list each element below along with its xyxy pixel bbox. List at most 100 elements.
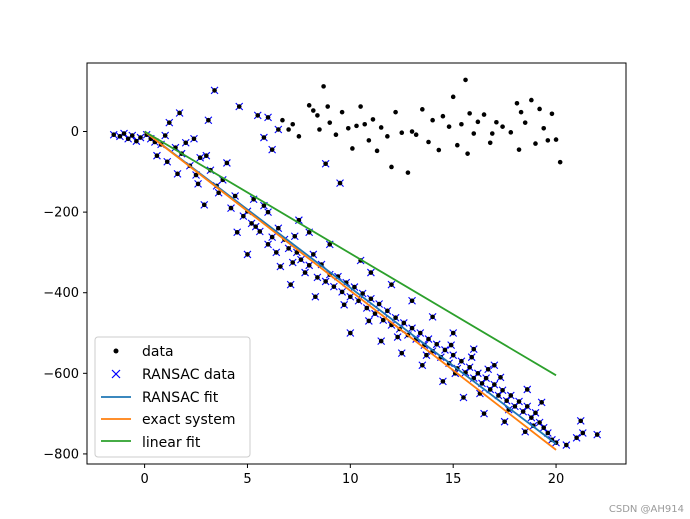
data-point bbox=[358, 104, 363, 109]
data-point bbox=[339, 109, 345, 115]
data-point bbox=[341, 302, 347, 308]
data-point bbox=[183, 140, 189, 146]
data-point bbox=[310, 108, 316, 113]
data-point bbox=[162, 133, 168, 138]
data-point bbox=[553, 137, 559, 142]
data-point bbox=[389, 164, 394, 170]
data-point bbox=[315, 275, 320, 280]
data-point bbox=[442, 347, 448, 353]
data-point bbox=[257, 229, 263, 234]
data-point bbox=[461, 395, 466, 400]
data-point bbox=[177, 110, 182, 116]
data-point bbox=[539, 400, 544, 405]
data-point bbox=[522, 429, 528, 435]
exact-system-line bbox=[144, 130, 557, 451]
data-point bbox=[348, 330, 353, 336]
data-point bbox=[249, 221, 254, 226]
data-point bbox=[471, 346, 477, 352]
data-point bbox=[500, 124, 505, 129]
data-point bbox=[201, 202, 207, 208]
data-point bbox=[487, 387, 493, 392]
data-point bbox=[138, 135, 143, 140]
data-point bbox=[241, 213, 246, 219]
data-point bbox=[426, 336, 431, 342]
y-tick-label: −800 bbox=[43, 447, 79, 462]
legend-label-linear-fit: linear fit bbox=[142, 435, 201, 451]
x-tick-label: 20 bbox=[548, 472, 565, 487]
data-point bbox=[430, 117, 435, 123]
data-point bbox=[463, 77, 468, 83]
data-point bbox=[520, 409, 526, 414]
data-point bbox=[216, 190, 221, 196]
data-point bbox=[269, 147, 275, 152]
legend-label-exact-system: exact system bbox=[142, 412, 235, 428]
data-point bbox=[471, 131, 477, 136]
data-point bbox=[255, 113, 261, 118]
data-point bbox=[545, 430, 551, 436]
data-point bbox=[125, 136, 131, 142]
data-point bbox=[331, 284, 337, 289]
data-point bbox=[395, 334, 400, 340]
data-point bbox=[401, 320, 407, 326]
data-point bbox=[508, 130, 514, 135]
data-point bbox=[446, 124, 452, 129]
data-point bbox=[481, 411, 487, 416]
data-point bbox=[364, 305, 370, 311]
data-point bbox=[121, 131, 127, 136]
linear-fit-line bbox=[144, 130, 557, 377]
data-point bbox=[376, 301, 382, 307]
plot-frame bbox=[86, 62, 627, 465]
data-point bbox=[232, 193, 238, 199]
data-point bbox=[492, 382, 497, 387]
data-point bbox=[498, 375, 503, 380]
y-tick-label: 0 bbox=[71, 125, 79, 140]
data-point bbox=[545, 138, 551, 143]
data-point bbox=[487, 140, 493, 146]
data-point bbox=[354, 123, 359, 129]
y-tick-label: −200 bbox=[43, 206, 79, 221]
data-point bbox=[537, 106, 542, 112]
data-point bbox=[273, 250, 279, 255]
data-point bbox=[529, 415, 534, 420]
data-point bbox=[541, 125, 547, 131]
data-point bbox=[578, 418, 584, 424]
data-point bbox=[193, 172, 199, 178]
data-point bbox=[424, 352, 429, 358]
data-point bbox=[516, 399, 522, 404]
data-point bbox=[481, 112, 487, 117]
data-point bbox=[385, 308, 390, 314]
data-point bbox=[485, 366, 491, 372]
data-point bbox=[333, 132, 339, 138]
data-point bbox=[504, 398, 509, 404]
data-point bbox=[483, 375, 489, 381]
legend-marker-ransac-data bbox=[111, 369, 121, 379]
data-point bbox=[409, 298, 415, 304]
data-point bbox=[164, 159, 170, 165]
data-point bbox=[518, 109, 524, 115]
data-point bbox=[440, 113, 446, 119]
data-point bbox=[348, 294, 353, 300]
data-point bbox=[280, 117, 285, 123]
watermark: CSDN @AH914 bbox=[608, 504, 684, 515]
data-point bbox=[512, 404, 518, 409]
data-point bbox=[323, 161, 328, 167]
data-point bbox=[492, 362, 497, 368]
data-point bbox=[290, 260, 296, 265]
data-point bbox=[524, 387, 530, 392]
x-tick-label: 15 bbox=[445, 472, 462, 487]
data-point bbox=[459, 121, 464, 127]
data-point bbox=[574, 435, 579, 441]
data-point bbox=[286, 127, 291, 132]
data-point bbox=[175, 171, 180, 177]
data-point bbox=[378, 338, 384, 344]
data-point bbox=[356, 298, 361, 304]
data-point bbox=[265, 209, 271, 215]
data-point bbox=[370, 117, 376, 122]
data-point bbox=[496, 393, 501, 398]
data-point bbox=[529, 97, 534, 103]
data-point bbox=[479, 381, 485, 386]
data-point bbox=[206, 117, 211, 123]
x-tick-label: 5 bbox=[243, 472, 251, 487]
data-point bbox=[366, 318, 372, 324]
data-point bbox=[455, 142, 460, 148]
